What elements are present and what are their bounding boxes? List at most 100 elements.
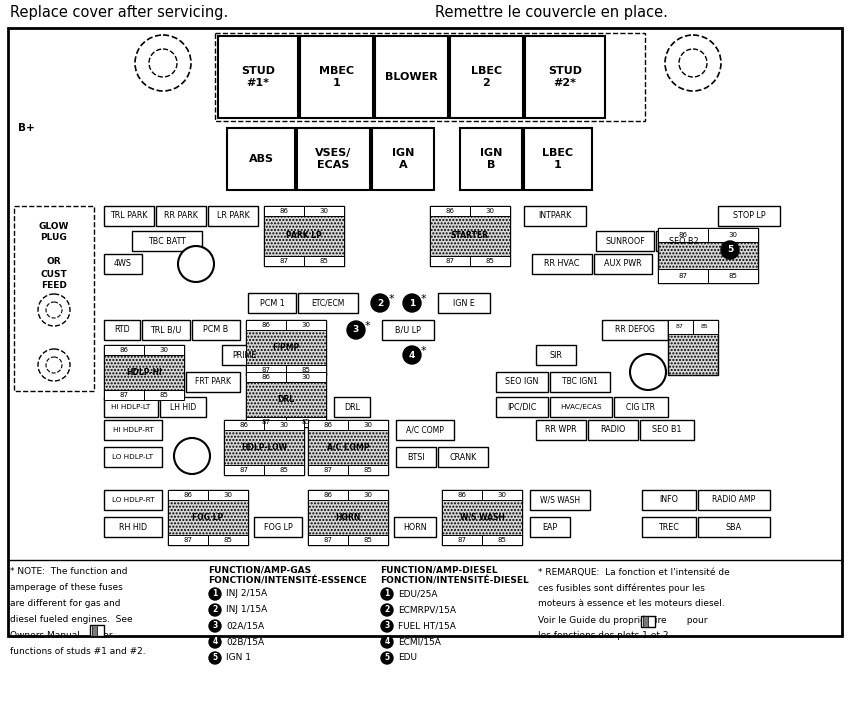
Text: 87: 87 [676, 324, 684, 329]
Bar [442, 535, 482, 545]
Text: 86: 86 [457, 492, 467, 498]
Bar [394, 517, 436, 537]
Bar [92, 625, 97, 636]
Bar [708, 269, 758, 283]
Text: RADIO: RADIO [600, 426, 626, 434]
Text: 86: 86 [184, 492, 192, 498]
Text: LH HID: LH HID [170, 403, 196, 411]
Text: 86: 86 [324, 422, 332, 428]
Text: 86: 86 [262, 374, 270, 380]
Text: are different for gas and: are different for gas and [10, 600, 121, 608]
Text: 2: 2 [384, 605, 389, 615]
Text: 1: 1 [212, 590, 218, 598]
Text: STARTER: STARTER [451, 232, 489, 240]
Text: PRIME: PRIME [232, 350, 256, 360]
Text: ABS: ABS [248, 154, 274, 164]
Text: 87: 87 [678, 273, 688, 279]
Text: RR WPR: RR WPR [545, 426, 577, 434]
Bar [208, 535, 248, 545]
Bar [602, 320, 668, 340]
Text: EDU: EDU [398, 654, 417, 662]
Text: SEO B1: SEO B1 [652, 426, 682, 434]
Text: IGN
B: IGN B [479, 148, 502, 170]
Circle shape [630, 354, 666, 390]
Bar [308, 430, 388, 465]
Text: 30: 30 [224, 492, 233, 498]
Bar [222, 345, 266, 365]
Bar [658, 228, 708, 242]
Bar [218, 36, 298, 118]
Circle shape [381, 652, 393, 664]
Bar [642, 517, 696, 537]
Bar [698, 490, 770, 510]
Bar [300, 36, 373, 118]
Bar [658, 269, 708, 283]
Bar [192, 320, 240, 340]
Circle shape [178, 246, 214, 282]
Bar [348, 535, 388, 545]
Circle shape [381, 588, 393, 600]
Circle shape [135, 35, 191, 91]
Text: 86: 86 [678, 232, 688, 238]
Bar [168, 500, 248, 535]
Bar [286, 320, 326, 330]
Bar [8, 28, 842, 636]
Bar [530, 517, 570, 537]
Bar [14, 206, 94, 391]
Text: FUNCTION/AMP-GAS: FUNCTION/AMP-GAS [208, 566, 311, 574]
Text: TBC IGN1: TBC IGN1 [562, 377, 598, 387]
Bar [348, 490, 388, 500]
Text: LO HDLP-LT: LO HDLP-LT [112, 454, 154, 460]
Text: Remettre le couvercle en place.: Remettre le couvercle en place. [435, 6, 668, 21]
Bar [430, 256, 470, 266]
Text: 86: 86 [262, 322, 270, 328]
Text: W/S WASH: W/S WASH [540, 495, 580, 505]
Bar [308, 465, 348, 475]
Text: LR PARK: LR PARK [217, 211, 249, 221]
Bar [208, 206, 258, 226]
Text: IPC/DIC: IPC/DIC [507, 403, 536, 411]
Bar [104, 355, 184, 390]
Bar [224, 420, 264, 430]
Text: 4: 4 [384, 638, 389, 646]
Text: 87: 87 [184, 537, 192, 543]
Text: FRT PARK: FRT PARK [195, 377, 231, 387]
Text: EAP: EAP [542, 523, 558, 531]
Bar [596, 231, 654, 251]
Circle shape [209, 652, 221, 664]
Text: SBA: SBA [726, 523, 742, 531]
Text: LBEC
2: LBEC 2 [471, 66, 502, 88]
Text: 30: 30 [364, 492, 372, 498]
Bar [264, 206, 344, 266]
Text: LO HDLP-RT: LO HDLP-RT [111, 497, 154, 503]
Text: AUX PWR: AUX PWR [604, 260, 642, 268]
Text: MBEC
1: MBEC 1 [319, 66, 354, 88]
Text: SUNROOF: SUNROOF [605, 237, 645, 245]
Text: amperage of these fuses: amperage of these fuses [10, 584, 122, 592]
Text: 85: 85 [302, 367, 310, 373]
Text: W/S WASH: W/S WASH [460, 513, 504, 522]
Bar [246, 320, 326, 375]
Text: FUEL HT/15A: FUEL HT/15A [398, 621, 456, 631]
Text: FOG LP: FOG LP [264, 523, 292, 531]
Bar [308, 420, 348, 430]
Bar [286, 372, 326, 382]
Text: *: * [364, 321, 370, 331]
Text: INFO: INFO [660, 495, 678, 505]
Text: ces fusibles sont différentes pour les: ces fusibles sont différentes pour les [538, 583, 705, 592]
Bar [450, 36, 523, 118]
Text: 86: 86 [445, 208, 455, 214]
Bar [524, 128, 592, 190]
Text: 4: 4 [409, 350, 415, 360]
Text: 87: 87 [457, 537, 467, 543]
Text: Voir le Guide du propriétaire       pour: Voir le Guide du propriétaire pour [538, 615, 707, 625]
Text: 85: 85 [320, 258, 328, 264]
Bar [254, 517, 302, 537]
Bar [104, 320, 140, 340]
Text: 85: 85 [160, 392, 168, 398]
Text: RR DEFOG: RR DEFOG [615, 326, 655, 334]
Circle shape [371, 294, 389, 312]
Text: TBC BATT: TBC BATT [148, 237, 186, 245]
Text: FONCTION/INTENSITÉ-ESSENCE: FONCTION/INTENSITÉ-ESSENCE [208, 577, 366, 585]
Bar [308, 490, 388, 545]
